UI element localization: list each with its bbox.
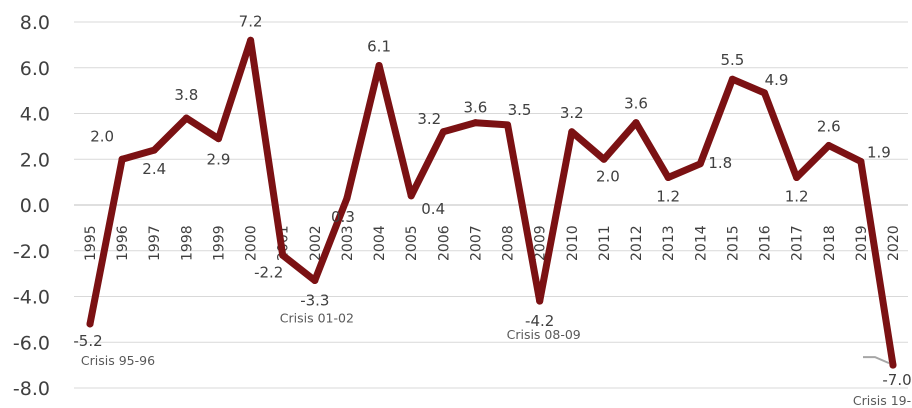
crisis-annotation: Crisis 08-09 (507, 327, 581, 342)
data-point (439, 128, 447, 136)
data-point (793, 174, 801, 182)
x-tick-label: 2011 (597, 225, 613, 261)
data-point (214, 135, 222, 143)
x-tick-label: 2014 (693, 225, 709, 261)
data-label: 2.6 (817, 118, 841, 136)
y-tick-label: 4.0 (20, 104, 50, 126)
data-label: 6.1 (367, 37, 391, 55)
data-label: 1.9 (867, 144, 891, 162)
data-point (664, 174, 672, 182)
x-tick-label: 1995 (83, 225, 99, 261)
data-label: 3.5 (508, 101, 532, 119)
x-tick-label: 2020 (886, 225, 902, 261)
x-tick-label: 1996 (115, 225, 131, 261)
data-point (857, 158, 865, 166)
data-point (86, 320, 94, 328)
data-label: 5.5 (720, 51, 744, 69)
data-point (728, 75, 736, 83)
y-tick-label: 0.0 (20, 195, 50, 217)
x-tick-label: 2013 (661, 225, 677, 261)
crisis-annotation: Crisis 95-96 (81, 353, 155, 368)
y-axis-ticks: 8.0 6.0 4.0 2.0 0.0 -2.0 -4.0 -6.0 -8.0 (13, 12, 50, 400)
data-point (471, 119, 479, 127)
data-point (407, 192, 415, 200)
x-tick-label: 2003 (340, 225, 356, 261)
annotations: Crisis 95-96 Crisis 01-02 Crisis 08-09 Cris… (81, 310, 912, 408)
data-point (600, 155, 608, 163)
x-axis-ticks: 1995 1996 1997 1998 1999 2000 2001 2002 2003 2004… (83, 225, 902, 261)
data-label: -4.2 (525, 312, 554, 330)
x-tick-label: 2018 (822, 225, 838, 261)
data-label: 3.2 (417, 110, 441, 128)
data-label: 7.2 (239, 12, 263, 30)
data-point (311, 276, 319, 284)
x-tick-label: 2005 (404, 225, 420, 261)
x-tick-label: 2016 (758, 225, 774, 261)
series-line (86, 36, 897, 369)
x-tick-label: 2006 (436, 225, 452, 261)
data-label: 2.4 (142, 160, 166, 178)
annotation-connector (863, 356, 890, 365)
crisis-annotation: Crisis 01-02 (280, 310, 354, 325)
data-point (375, 61, 383, 69)
x-tick-label: 2019 (854, 225, 870, 261)
x-tick-label: 2017 (790, 225, 806, 261)
x-tick-label: 2015 (725, 225, 741, 261)
x-tick-label: 1998 (179, 225, 195, 261)
data-point (825, 142, 833, 150)
data-point (761, 89, 769, 97)
data-point (536, 297, 544, 305)
data-point (504, 121, 512, 129)
x-tick-label: 2000 (244, 225, 260, 261)
data-label: 2.0 (596, 167, 620, 185)
data-point (247, 36, 255, 44)
data-point (696, 160, 704, 168)
data-label: 3.6 (464, 99, 488, 117)
data-label: 3.6 (624, 95, 648, 113)
data-label: -2.2 (254, 263, 283, 281)
y-tick-label: -8.0 (13, 378, 50, 400)
series-growth (86, 36, 897, 369)
data-point (279, 251, 287, 259)
x-tick-label: 2002 (308, 225, 324, 261)
data-labels: -5.2 2.0 2.4 3.8 2.9 7.2 -2.2 -3.3 0.3 6.1 0.4 3.2 3… (73, 12, 911, 389)
data-label: 3.2 (560, 104, 584, 122)
data-label: 1.2 (656, 188, 680, 206)
x-tick-label: 2007 (468, 225, 484, 261)
x-tick-label: 2009 (533, 225, 549, 261)
x-tick-label: 2008 (501, 225, 517, 261)
x-tick-label: 2004 (372, 225, 388, 261)
data-point (632, 119, 640, 127)
y-tick-label: -2.0 (13, 241, 50, 263)
y-tick-label: -6.0 (13, 332, 50, 354)
data-label: 2.0 (90, 127, 114, 145)
data-label: 1.2 (785, 188, 809, 206)
y-tick-label: 8.0 (20, 12, 50, 34)
data-point (118, 155, 126, 163)
data-label: 2.9 (207, 151, 231, 169)
data-label: 0.3 (331, 208, 355, 226)
data-point (568, 128, 576, 136)
x-tick-label: 2010 (565, 225, 581, 261)
data-label: -5.2 (73, 332, 102, 350)
y-tick-label: 6.0 (20, 58, 50, 80)
x-tick-label: 1999 (211, 225, 227, 261)
data-point (150, 146, 158, 154)
x-tick-label: 2012 (629, 225, 645, 261)
data-label: -7.0 (882, 371, 911, 389)
data-label: 4.9 (765, 71, 789, 89)
data-point (889, 361, 897, 369)
crisis-annotation: Crisis 19-20 (853, 393, 912, 408)
data-point (343, 194, 351, 202)
data-label: -3.3 (300, 291, 329, 309)
data-label: 3.8 (174, 86, 198, 104)
data-label: 1.8 (708, 154, 732, 172)
y-tick-label: 2.0 (20, 149, 50, 171)
gridlines (74, 21, 908, 389)
data-point (182, 114, 190, 122)
data-label: 0.4 (421, 200, 445, 218)
y-tick-label: -4.0 (13, 287, 50, 309)
x-tick-label: 1997 (147, 225, 163, 261)
